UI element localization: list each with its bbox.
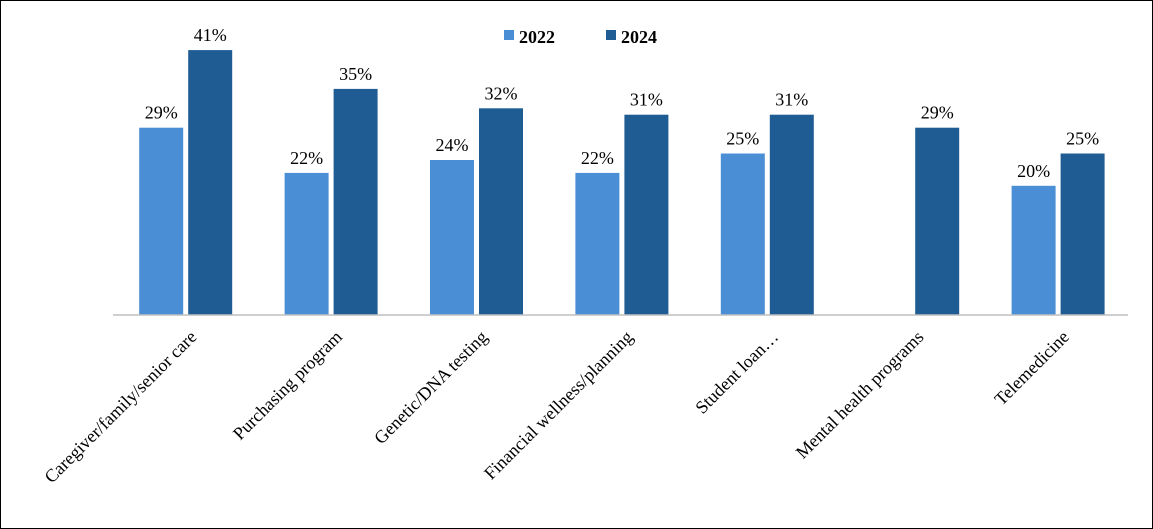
category-label-6: Mental health programs bbox=[792, 327, 928, 463]
legend-label-2022: 2022 bbox=[519, 27, 555, 47]
value-labels-layer: 29% 41% 22% 35% 24% 32% 22% 31% 25% 31% 29% 20% 25% bbox=[145, 25, 1099, 181]
bar-2022-2 bbox=[284, 172, 329, 315]
category-label-5: Student loan… bbox=[691, 327, 782, 418]
value-label-2024-2: 35% bbox=[339, 64, 372, 84]
value-label-2024-6: 29% bbox=[921, 103, 954, 123]
bar-2024-3 bbox=[479, 108, 523, 315]
category-label-1: Caregiver/family/senior care bbox=[40, 327, 200, 487]
bar-2024-5 bbox=[769, 114, 814, 315]
bars-layer bbox=[139, 50, 1105, 316]
bar-2024-4 bbox=[624, 114, 669, 315]
category-label-3: Genetic/DNA testing bbox=[370, 327, 491, 448]
bar-2022-5 bbox=[720, 153, 765, 315]
bar-2024-1 bbox=[188, 50, 233, 315]
bar-2024-2 bbox=[333, 88, 378, 316]
category-label-4: Financial wellness/planning bbox=[480, 327, 637, 484]
value-label-2024-3: 32% bbox=[485, 83, 518, 103]
bar-2022-4 bbox=[575, 172, 620, 315]
value-label-2022-2: 22% bbox=[290, 148, 323, 168]
legend: 2022 2024 bbox=[504, 27, 657, 47]
value-label-2024-7: 25% bbox=[1066, 129, 1099, 149]
value-label-2022-3: 24% bbox=[436, 135, 469, 155]
value-label-2024-1: 41% bbox=[194, 25, 227, 45]
bar-2022-7 bbox=[1011, 185, 1056, 315]
value-label-2022-5: 25% bbox=[726, 129, 759, 149]
category-labels-layer: Caregiver/family/senior care Purchasing p… bbox=[40, 327, 1072, 487]
bar-2024-6 bbox=[915, 127, 960, 315]
bar-2022-1 bbox=[139, 127, 184, 315]
bar-2024-7 bbox=[1060, 153, 1105, 315]
legend-swatch-2024 bbox=[606, 30, 616, 40]
category-label-7: Telemedicine bbox=[990, 327, 1073, 410]
value-label-2022-4: 22% bbox=[581, 148, 614, 168]
category-label-2: Purchasing program bbox=[229, 327, 346, 444]
value-label-2024-4: 31% bbox=[630, 90, 663, 110]
value-label-2022-1: 29% bbox=[145, 103, 178, 123]
value-label-2024-5: 31% bbox=[775, 90, 808, 110]
legend-label-2024: 2024 bbox=[621, 27, 657, 47]
legend-swatch-2022 bbox=[504, 30, 514, 40]
value-label-2022-7: 20% bbox=[1017, 161, 1050, 181]
bar-2022-3 bbox=[430, 160, 474, 315]
